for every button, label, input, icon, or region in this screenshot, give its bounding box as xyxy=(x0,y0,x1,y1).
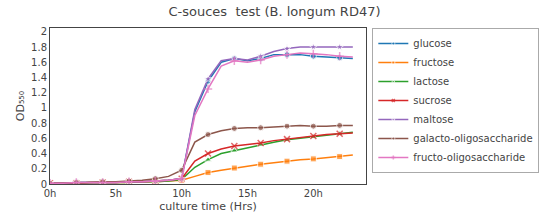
svg-text:sucrose: sucrose xyxy=(413,95,451,106)
svg-text:5h: 5h xyxy=(109,188,122,199)
svg-text:C-souces test (B. longum RD47: C-souces test (B. longum RD47) xyxy=(168,4,380,19)
svg-text:maltose: maltose xyxy=(413,114,453,125)
svg-text:culture time (Hrs): culture time (Hrs) xyxy=(159,200,256,213)
svg-text:0h: 0h xyxy=(44,188,57,199)
svg-text:fructose: fructose xyxy=(413,57,454,68)
svg-text:galacto-oligosaccharide: galacto-oligosaccharide xyxy=(413,133,532,144)
svg-text:0: 0 xyxy=(41,179,47,190)
svg-text:2: 2 xyxy=(41,26,47,37)
svg-text:lactose: lactose xyxy=(413,76,449,87)
svg-text:1.2: 1.2 xyxy=(31,87,47,98)
svg-text:0.2: 0.2 xyxy=(31,163,47,174)
svg-text:10h: 10h xyxy=(172,188,191,199)
svg-text:1.6: 1.6 xyxy=(31,57,47,68)
svg-text:0.4: 0.4 xyxy=(31,148,47,159)
svg-text:0.6: 0.6 xyxy=(31,133,47,144)
svg-text:1: 1 xyxy=(41,102,47,113)
svg-text:fructo-oligosaccharide: fructo-oligosaccharide xyxy=(413,152,525,163)
svg-text:15h: 15h xyxy=(238,188,257,199)
svg-text:glucose: glucose xyxy=(413,38,451,49)
svg-text:OD₅₅₀: OD₅₅₀ xyxy=(14,90,27,121)
svg-text:0.8: 0.8 xyxy=(31,118,47,129)
svg-text:1.8: 1.8 xyxy=(31,42,47,53)
svg-text:20h: 20h xyxy=(304,188,323,199)
svg-text:1.4: 1.4 xyxy=(31,72,47,83)
